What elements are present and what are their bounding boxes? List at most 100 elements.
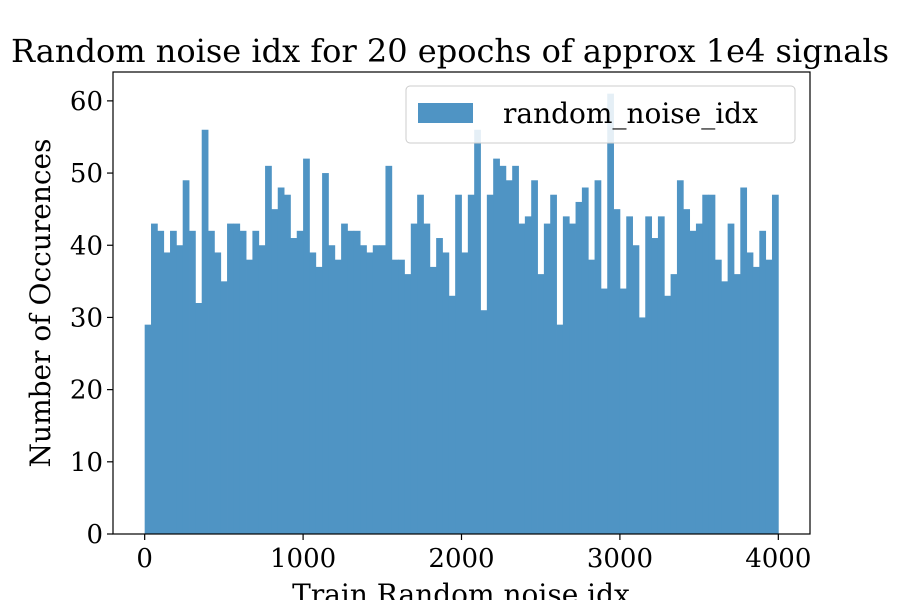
y-axis: 0 10 20 30 40 50 60: [70, 87, 113, 550]
histogram-bar: [461, 252, 469, 534]
histogram-bar: [759, 230, 767, 534]
histogram-bar: [379, 245, 386, 534]
histogram-bar: [246, 259, 253, 534]
histogram-bar: [480, 310, 488, 534]
histogram-bar: [233, 223, 241, 534]
histogram-bar: [144, 324, 152, 534]
histogram-bar: [303, 158, 310, 534]
x-axis: 0 1000 2000 3000 4000: [136, 534, 811, 574]
histogram-bar: [208, 230, 215, 534]
histogram-bar: [163, 252, 171, 534]
histogram-bar: [740, 187, 748, 534]
histogram-bar: [543, 223, 551, 534]
histogram-bar: [182, 180, 190, 534]
histogram-bar: [372, 245, 380, 534]
histogram-bar: [328, 245, 336, 534]
histogram-bar: [474, 129, 481, 534]
histogram-bar: [689, 230, 697, 534]
histogram-bar: [746, 252, 754, 534]
histogram-bar: [423, 223, 431, 534]
histogram-bar: [531, 180, 538, 534]
histogram-bar: [290, 238, 298, 534]
y-tick-label: 30: [70, 303, 103, 333]
histogram-bar: [391, 259, 399, 534]
histogram-bar: [455, 194, 462, 534]
histogram-bar: [702, 194, 710, 534]
histogram-bar: [493, 158, 500, 534]
histogram-bar: [258, 245, 266, 534]
histogram-bar: [765, 259, 773, 534]
histogram-bar: [284, 194, 291, 534]
y-tick-label: 10: [70, 448, 103, 478]
histogram-bar: [309, 252, 317, 534]
histogram-bar: [322, 173, 329, 534]
histogram-bar: [512, 165, 519, 534]
x-tick-label: 0: [136, 544, 153, 574]
histogram-bar: [664, 295, 671, 534]
histogram-bar: [417, 194, 424, 534]
x-tick-label: 1000: [270, 544, 336, 574]
histogram-bar: [195, 303, 203, 534]
histogram-bar: [436, 238, 443, 534]
histogram-bar: [733, 274, 741, 534]
x-tick-label: 4000: [745, 544, 811, 574]
y-tick-label: 0: [86, 520, 103, 550]
histogram-bar: [524, 216, 532, 534]
histogram-bar: [752, 266, 760, 534]
histogram-bar: [429, 266, 437, 534]
histogram-bar: [600, 288, 608, 534]
histogram-bar: [645, 216, 652, 534]
y-tick-label: 60: [70, 87, 103, 117]
histogram-bar: [347, 230, 355, 534]
histogram-bar: [410, 223, 418, 534]
y-tick-label: 40: [70, 231, 103, 261]
y-tick-label: 50: [70, 159, 103, 189]
histogram-bar: [360, 245, 367, 534]
histogram-bar: [550, 194, 557, 534]
histogram-bar: [537, 274, 545, 534]
histogram-bar: [277, 187, 285, 534]
histogram-bar: [581, 187, 589, 534]
histogram-bar: [721, 281, 729, 534]
histogram-bar: [695, 223, 703, 534]
histogram-bar: [353, 230, 361, 534]
histogram-bar: [170, 230, 177, 534]
y-tick-label: 20: [70, 376, 103, 406]
histogram-bar: [214, 252, 222, 534]
histogram-bar: [220, 281, 228, 534]
histogram-bar: [366, 252, 374, 534]
histogram-bar: [467, 194, 475, 534]
histogram-bar: [334, 259, 342, 534]
histogram-bar: [505, 180, 513, 534]
histogram-bar: [670, 274, 678, 534]
y-axis-label: Number of Occurences: [24, 139, 57, 468]
histogram-bar: [499, 165, 507, 534]
histogram-bar: [296, 230, 304, 534]
histogram-bar: [607, 93, 614, 534]
histogram-bar: [619, 288, 627, 534]
histogram-bar: [486, 194, 494, 534]
legend-box: [405, 85, 796, 144]
x-tick-label: 3000: [587, 544, 653, 574]
histogram-bar: [708, 194, 716, 534]
histogram-bar: [683, 209, 691, 534]
histogram-bar: [265, 165, 272, 534]
legend-label: random_noise_idx: [503, 97, 758, 130]
histogram-bar: [239, 230, 247, 534]
histogram-bar: [714, 259, 722, 534]
histogram-bar: [727, 223, 735, 534]
x-tick-label: 2000: [428, 544, 494, 574]
histogram-bar: [588, 259, 595, 534]
legend: random_noise_idx: [405, 85, 796, 144]
histogram-bar: [189, 230, 196, 534]
histogram-bar: [575, 201, 583, 534]
histogram-bar: [252, 230, 260, 534]
histogram-bar: [176, 245, 184, 534]
histogram-bar: [518, 223, 526, 534]
histogram-bar: [657, 216, 665, 534]
histogram-bar: [638, 317, 646, 534]
histogram-bar: [385, 165, 393, 534]
histogram-bar: [448, 295, 456, 534]
histogram-bar: [151, 223, 158, 534]
